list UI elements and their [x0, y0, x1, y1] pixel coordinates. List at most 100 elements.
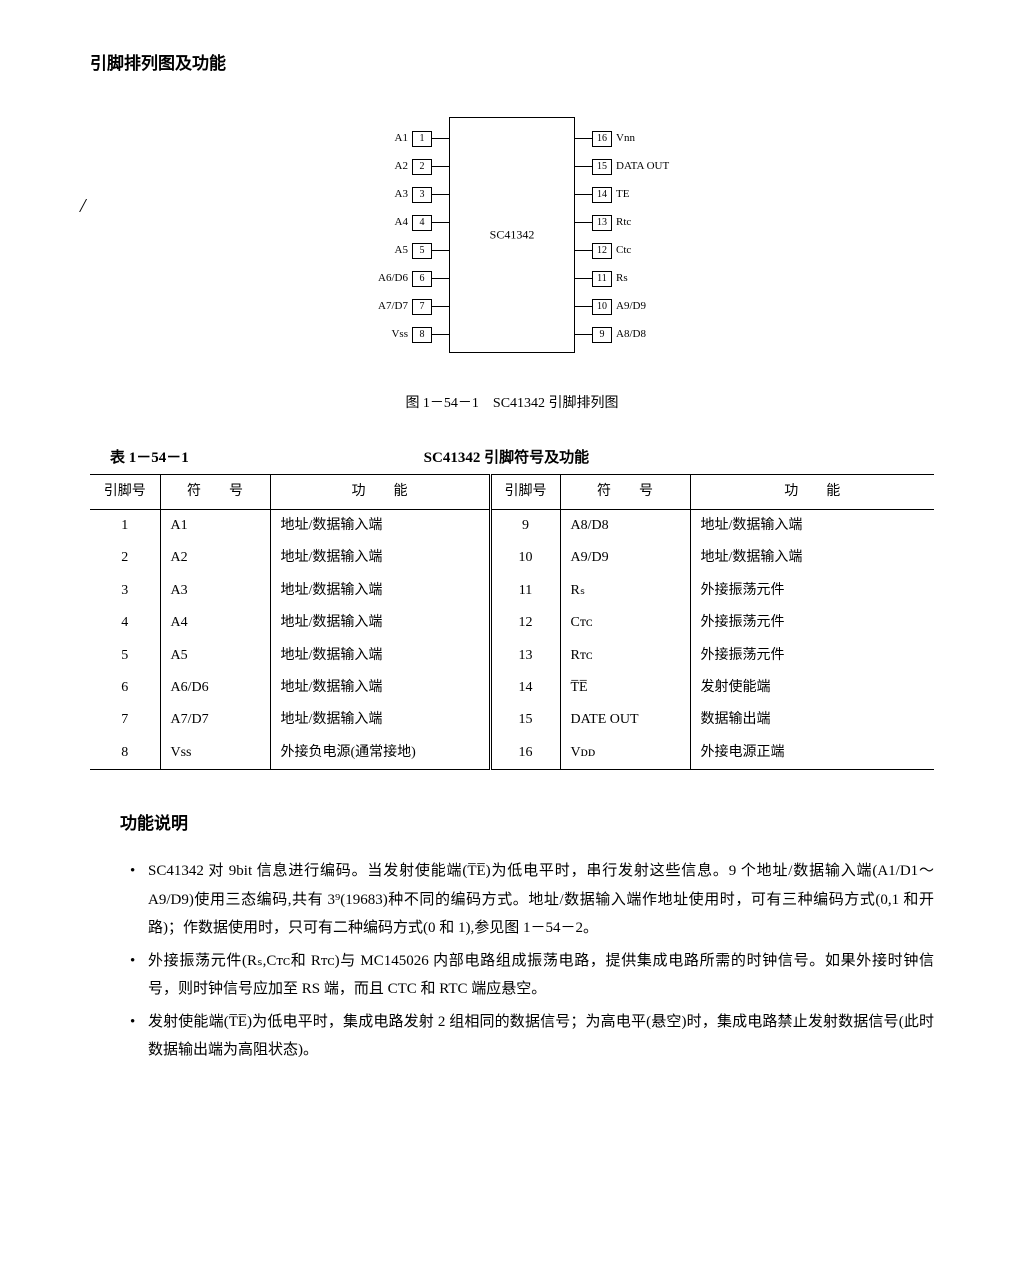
table-heading-row: 表 1－54－1 SC41342 引脚符号及功能: [90, 446, 934, 470]
cell-sym: A5: [160, 640, 270, 672]
table-title: SC41342 引脚符号及功能: [189, 446, 824, 470]
pin-num-box: 3: [412, 187, 432, 203]
cell-fn: 地址/数据输入端: [270, 704, 490, 736]
cell-fn: 地址/数据输入端: [690, 542, 934, 574]
cell-pin: 11: [490, 575, 560, 607]
cell-pin: 15: [490, 704, 560, 736]
pin-num-box: 11: [592, 271, 612, 287]
pin-num-box: 8: [412, 327, 432, 343]
pin-lead: [432, 194, 450, 195]
pin-right-15: 15 DATA OUT: [574, 158, 669, 176]
th-sym: 符 号: [160, 474, 270, 509]
pin-lead: [574, 166, 592, 167]
cell-pin: 5: [90, 640, 160, 672]
pin-lead: [574, 278, 592, 279]
cell-sym: Cᴛᴄ: [560, 607, 690, 639]
pin-left-5: A5 5: [368, 242, 450, 260]
pin-lead: [432, 306, 450, 307]
pin-num-box: 9: [592, 327, 612, 343]
table-row: 5 A5 地址/数据输入端 13 Rᴛᴄ 外接振荡元件: [90, 640, 934, 672]
pin-function-table: 引脚号 符 号 功 能 引脚号 符 号 功 能 1 A1 地址/数据输入端 9 …: [90, 474, 934, 771]
cell-pin: 10: [490, 542, 560, 574]
pin-num-box: 10: [592, 299, 612, 315]
table-row: 1 A1 地址/数据输入端 9 A8/D8 地址/数据输入端: [90, 509, 934, 542]
cell-pin: 8: [90, 737, 160, 770]
pin-label: A8/D8: [616, 326, 666, 344]
cell-sym: Rₛ: [560, 575, 690, 607]
table-row: 4 A4 地址/数据输入端 12 Cᴛᴄ 外接振荡元件: [90, 607, 934, 639]
cell-fn: 地址/数据输入端: [270, 542, 490, 574]
pin-num-box: 16: [592, 131, 612, 147]
pin-label: A1: [368, 130, 408, 148]
cell-pin: 9: [490, 509, 560, 542]
cell-sym: A4: [160, 607, 270, 639]
pin-label: DATA OUT: [616, 158, 669, 176]
cell-sym: A7/D7: [160, 704, 270, 736]
pin-label: A5: [368, 242, 408, 260]
cell-fn: 外接振荡元件: [690, 607, 934, 639]
cell-fn: 外接振荡元件: [690, 575, 934, 607]
th-pin: 引脚号: [90, 474, 160, 509]
pin-label: Vnn: [616, 130, 666, 148]
cell-sym: Vss: [160, 737, 270, 770]
cell-pin: 2: [90, 542, 160, 574]
pin-lead: [432, 138, 450, 139]
cell-sym: Rᴛᴄ: [560, 640, 690, 672]
desc-item: 发射使能端(T̅E̅)为低电平时，集成电路发射 2 组相同的数据信号；为高电平(…: [130, 1008, 934, 1065]
cell-pin: 14: [490, 672, 560, 704]
chip-container: SC41342 A1 1 A2 2 A3 3 A4 4: [449, 117, 575, 353]
cell-sym: A1: [160, 509, 270, 542]
pin-label: Vss: [368, 326, 408, 344]
pin-label: Rs: [616, 270, 666, 288]
stray-slash-mark: /: [80, 190, 86, 222]
pin-label: Rtc: [616, 214, 666, 232]
cell-fn: 地址/数据输入端: [270, 640, 490, 672]
section-title-pinout: 引脚排列图及功能: [90, 50, 934, 77]
pin-lead: [574, 222, 592, 223]
pin-label: TE: [616, 186, 666, 204]
table-row: 8 Vss 外接负电源(通常接地) 16 Vᴅᴅ 外接电源正端: [90, 737, 934, 770]
cell-pin: 3: [90, 575, 160, 607]
cell-fn: 发射使能端: [690, 672, 934, 704]
pin-left-3: A3 3: [368, 186, 450, 204]
figure-caption: 图 1－54－1 SC41342 引脚排列图: [90, 393, 934, 415]
pin-label: A4: [368, 214, 408, 232]
pin-label: A9/D9: [616, 298, 666, 316]
pin-lead: [432, 250, 450, 251]
th-fn-r: 功 能: [690, 474, 934, 509]
cell-pin: 1: [90, 509, 160, 542]
cell-fn: 地址/数据输入端: [270, 607, 490, 639]
cell-pin: 4: [90, 607, 160, 639]
pin-left-1: A1 1: [368, 130, 450, 148]
cell-sym: Vᴅᴅ: [560, 737, 690, 770]
cell-sym: A6/D6: [160, 672, 270, 704]
cell-pin: 7: [90, 704, 160, 736]
cell-fn: 地址/数据输入端: [270, 509, 490, 542]
pin-label: A6/D6: [368, 270, 408, 288]
pin-lead: [432, 166, 450, 167]
cell-fn: 地址/数据输入端: [690, 509, 934, 542]
chip-name-label: SC41342: [490, 226, 535, 245]
pin-lead: [574, 194, 592, 195]
pin-num-box: 2: [412, 159, 432, 175]
pin-left-8: Vss 8: [368, 326, 450, 344]
pin-lead: [432, 222, 450, 223]
cell-sym: A2: [160, 542, 270, 574]
cell-sym: A8/D8: [560, 509, 690, 542]
cell-sym: DATE OUT: [560, 704, 690, 736]
table-row: 7 A7/D7 地址/数据输入端 15 DATE OUT 数据输出端: [90, 704, 934, 736]
pin-num-box: 6: [412, 271, 432, 287]
pin-num-box: 5: [412, 243, 432, 259]
pin-num-box: 15: [592, 159, 612, 175]
cell-sym: A9/D9: [560, 542, 690, 574]
cell-pin: 12: [490, 607, 560, 639]
pin-num-box: 13: [592, 215, 612, 231]
pin-lead: [574, 334, 592, 335]
th-fn: 功 能: [270, 474, 490, 509]
pin-lead: [574, 138, 592, 139]
pin-lead: [574, 306, 592, 307]
pin-label: A2: [368, 158, 408, 176]
pin-lead: [432, 334, 450, 335]
pin-right-14: 14 TE: [574, 186, 666, 204]
cell-fn: 外接振荡元件: [690, 640, 934, 672]
